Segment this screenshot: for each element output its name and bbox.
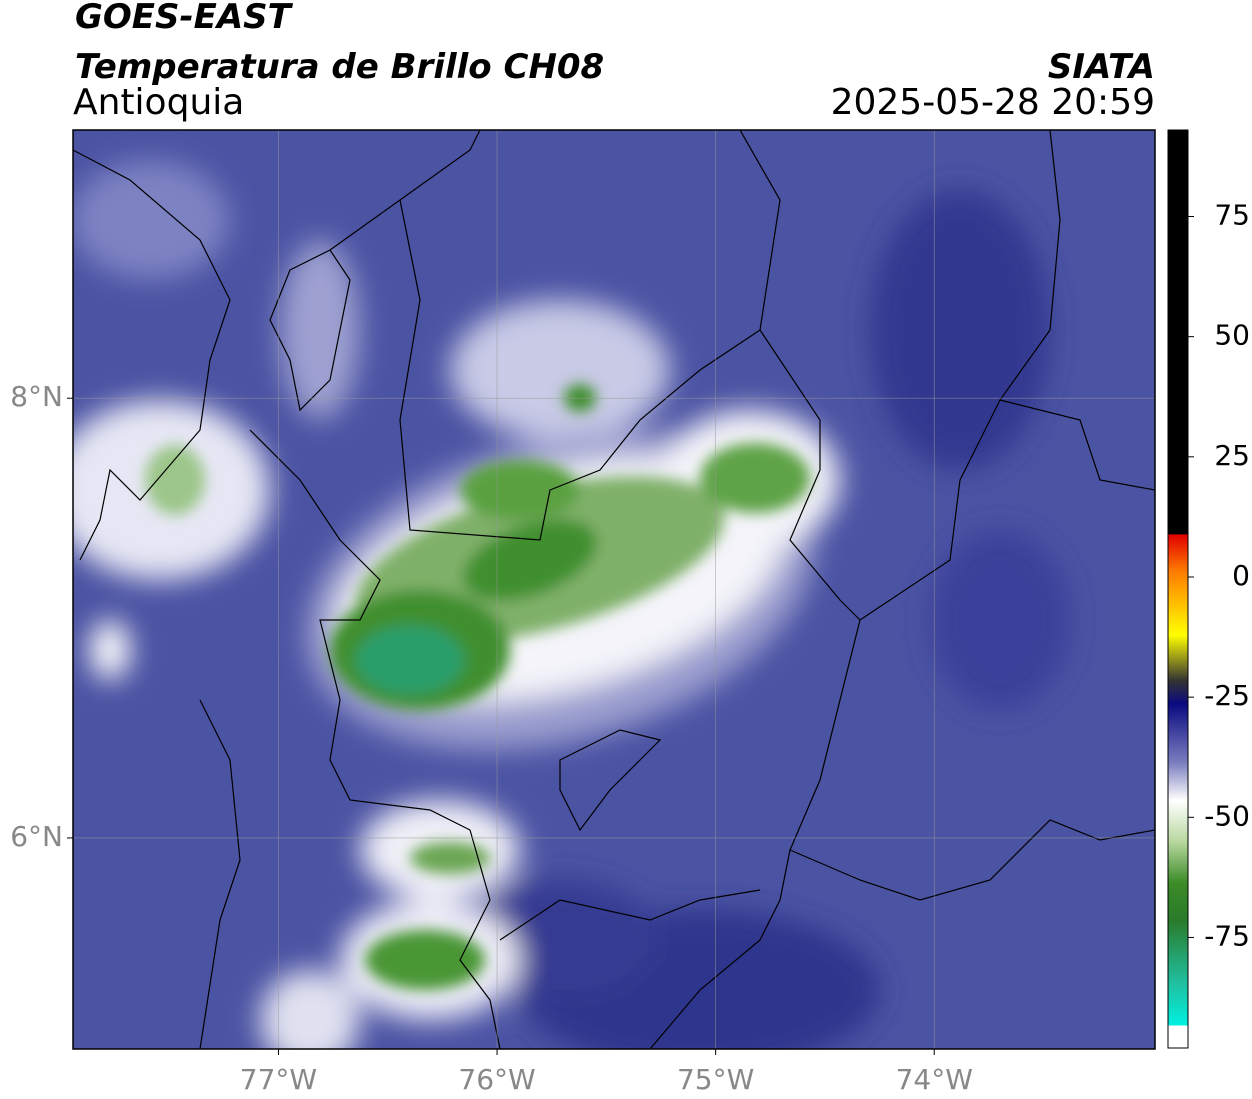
imagery [73, 130, 1155, 1049]
x-tick-label: 76°W [458, 1063, 535, 1096]
colorbar-tick-label: 25 [1214, 439, 1250, 472]
plot-frame [72, 129, 1156, 1050]
colorbar-tick-label: -75 [1204, 919, 1250, 952]
colorbar-tick-label: -50 [1204, 799, 1250, 832]
colorbar-tick-label: 0 [1232, 559, 1250, 592]
grid [73, 130, 1155, 1049]
x-tick-label: 77°W [240, 1063, 317, 1096]
product: Temperatura de Brillo CH08 [75, 47, 604, 87]
y-tick-label: 6°N [10, 820, 63, 853]
coastline [73, 130, 481, 561]
timestamp: 2025-05-28 20:59 [831, 82, 1155, 123]
admin-borders [199, 130, 1155, 1049]
x-tick-label: 75°W [677, 1063, 754, 1096]
title: GOES-EAST [75, 0, 294, 37]
source: SIATA [1048, 47, 1155, 87]
region: Antioquia [73, 82, 244, 123]
x-tick-label: 74°W [896, 1063, 973, 1096]
y-tick-label: 8°N [10, 380, 63, 413]
colorbar-tick-label: -25 [1204, 679, 1250, 712]
colorbar [1167, 129, 1189, 1049]
colorbar-tick-label: 50 [1214, 319, 1250, 352]
colorbar-tick-label: 75 [1214, 199, 1250, 232]
